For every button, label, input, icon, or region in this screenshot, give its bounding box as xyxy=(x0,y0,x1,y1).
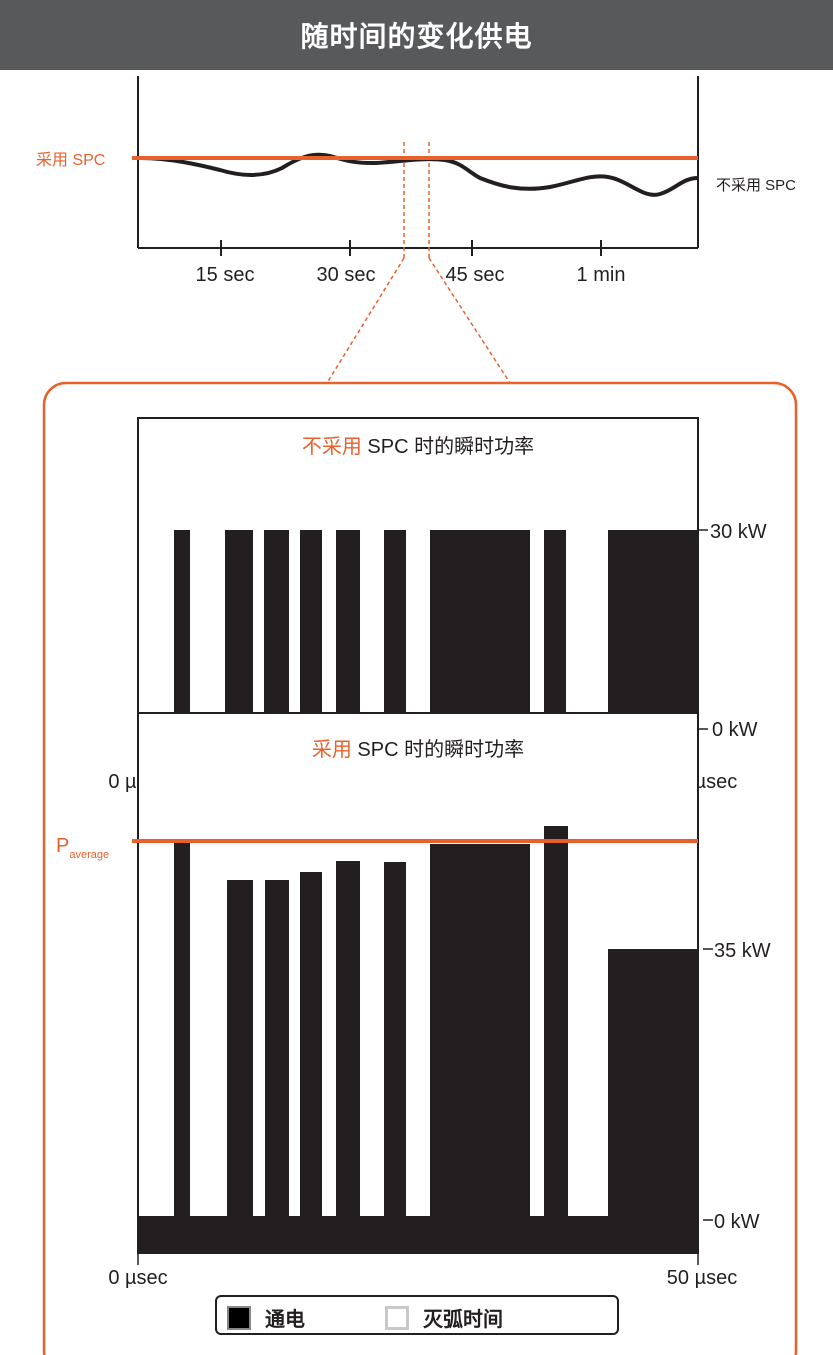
with-spc-label: 采用 SPC xyxy=(36,151,105,169)
panel-bottom-ylabel-top: 35 kW xyxy=(714,940,771,962)
p-average-label: Paverage xyxy=(56,835,109,861)
tick-label-30sec: 30 sec xyxy=(317,264,376,286)
arc-time-swatch-icon xyxy=(385,1305,409,1330)
legend-arc-time-label: 灭弧时间 xyxy=(423,1309,503,1331)
overview-chart: 15 sec 30 sec 45 sec 1 min 采用 SPC 不采用 SP… xyxy=(36,76,796,384)
without-spc-curve xyxy=(139,152,699,197)
panel-top-ylabel-bottom: 0 kW xyxy=(712,719,758,741)
legend-item-arc-time: 灭弧时间 xyxy=(385,1303,503,1332)
panel-bottom-title: 采用 SPC 时的瞬时功率 xyxy=(312,738,524,761)
zoom-frame xyxy=(42,381,798,1355)
p-average-main: P xyxy=(56,835,69,857)
tick-label-1min: 1 min xyxy=(577,264,626,286)
panel-top-title: 不采用 SPC 时的瞬时功率 xyxy=(302,435,534,458)
zoom-line-right xyxy=(428,257,511,384)
zoom-line-left xyxy=(326,257,405,384)
p-average-sub: average xyxy=(69,849,109,861)
legend-item-power-on: 通电 xyxy=(227,1303,305,1332)
panel-with-spc: Paverage 35 kW 0 kW 采用 SPC 时的瞬时功率 0 µsec… xyxy=(56,712,771,1289)
tick-label-15sec: 15 sec xyxy=(196,264,255,286)
without-spc-label: 不采用 SPC xyxy=(716,177,796,194)
panel-bottom-xlabel-end: 50 µsec xyxy=(667,1267,737,1289)
panel-top-power-bars xyxy=(138,530,698,758)
power-on-swatch-icon xyxy=(227,1305,251,1330)
tick-label-45sec: 45 sec xyxy=(446,264,505,286)
panel-without-spc: 30 kW 0 kW 不采用 SPC 时的瞬时功率 0 µsec 50 µsec xyxy=(108,417,767,793)
panel-bottom-xlabel-start: 0 µsec xyxy=(108,1267,167,1289)
legend-power-on-label: 通电 xyxy=(265,1309,305,1331)
panel-bottom-power-bars xyxy=(138,826,698,1253)
panel-bottom-title-rest: SPC 时的瞬时功率 xyxy=(352,738,524,761)
panel-top-title-rest: SPC 时的瞬时功率 xyxy=(362,435,534,458)
legend: 通电 灭弧时间 xyxy=(215,1295,619,1335)
panel-bottom-title-highlight: 采用 xyxy=(312,738,352,761)
page-title: 随时间的变化供电 xyxy=(0,0,833,70)
panel-top-ylabel-top: 30 kW xyxy=(710,521,767,543)
panel-bottom-ylabel-bottom: 0 kW xyxy=(714,1211,760,1233)
panel-top-title-highlight: 不采用 xyxy=(302,435,362,458)
